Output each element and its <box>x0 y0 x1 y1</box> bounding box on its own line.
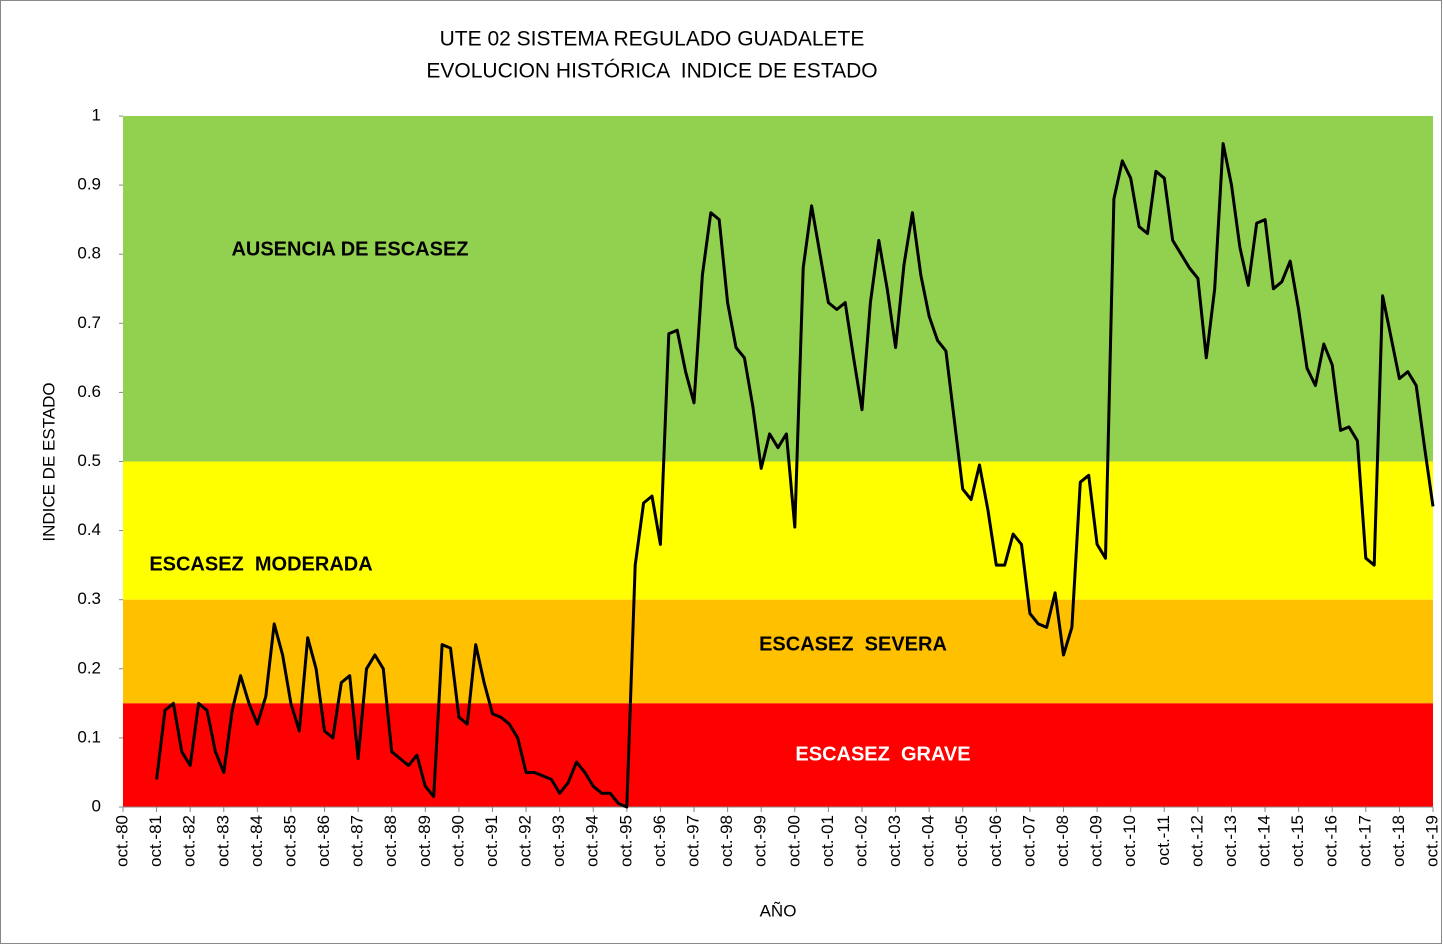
x-tick-label: oct.-88 <box>381 815 400 867</box>
chart-subtitle: EVOLUCION HISTÓRICA INDICE DE ESTADO <box>426 60 877 83</box>
x-tick-label: oct.-13 <box>1221 815 1240 867</box>
x-tick-label: oct.-99 <box>751 815 770 867</box>
x-tick-label: oct.-90 <box>448 815 467 867</box>
x-tick-label: oct.-18 <box>1389 815 1408 867</box>
x-tick-label: oct.-81 <box>146 815 165 867</box>
band-label: ESCASEZ SEVERA <box>759 633 947 655</box>
x-tick-label: oct.-86 <box>314 815 333 867</box>
x-tick-label: oct.-09 <box>1087 815 1106 867</box>
y-tick-label: 0.6 <box>77 382 101 401</box>
band <box>123 703 1433 807</box>
x-tick-label: oct.-93 <box>549 815 568 867</box>
band <box>123 116 1433 462</box>
y-tick-label: 0.2 <box>77 658 101 677</box>
x-tick-label: oct.-85 <box>280 815 299 867</box>
x-tick-label: oct.-98 <box>717 815 736 867</box>
x-tick-label: oct.-15 <box>1288 815 1307 867</box>
x-tick-label: oct.-19 <box>1422 815 1441 867</box>
y-tick-label: 0.7 <box>77 313 101 332</box>
chart-title: UTE 02 SISTEMA REGULADO GUADALETE <box>440 28 865 51</box>
x-tick-label: oct.-12 <box>1187 815 1206 867</box>
y-tick-label: 1 <box>92 105 101 124</box>
x-tick-label: oct.-89 <box>415 815 434 867</box>
x-tick-label: oct.-83 <box>213 815 232 867</box>
x-axis-label: AÑO <box>760 901 797 920</box>
x-tick-label: oct.-95 <box>616 815 635 867</box>
band-label: ESCASEZ MODERADA <box>149 553 372 575</box>
y-tick-label: 0.9 <box>77 175 101 194</box>
band-label: AUSENCIA DE ESCASEZ <box>231 238 468 260</box>
x-tick-label: oct.-92 <box>516 815 535 867</box>
y-tick-label: 0 <box>92 796 101 815</box>
x-tick-label: oct.-01 <box>818 815 837 867</box>
x-tick-label: oct.-05 <box>952 815 971 867</box>
y-tick-label: 0.1 <box>77 727 101 746</box>
band-label: ESCASEZ GRAVE <box>795 743 970 765</box>
band <box>123 461 1433 600</box>
x-tick-label: oct.-03 <box>885 815 904 867</box>
x-tick-label: oct.-82 <box>180 815 199 867</box>
x-tick-label: oct.-04 <box>919 815 938 867</box>
x-tick-label: oct.-84 <box>247 815 266 867</box>
x-tick-label: oct.-87 <box>348 815 367 867</box>
y-tick-label: 0.8 <box>77 244 101 263</box>
x-tick-label: oct.-11 <box>1154 815 1173 866</box>
x-tick-label: oct.-94 <box>583 815 602 867</box>
x-tick-label: oct.-17 <box>1355 815 1374 867</box>
x-tick-label: oct.-06 <box>986 815 1005 867</box>
x-tick-label: oct.-08 <box>1053 815 1072 867</box>
x-tick-label: oct.-91 <box>482 815 501 867</box>
x-tick-label: oct.-10 <box>1120 815 1139 867</box>
x-tick-label: oct.-16 <box>1322 815 1341 867</box>
y-tick-label: 0.3 <box>77 589 101 608</box>
x-tick-label: oct.-80 <box>112 815 131 867</box>
y-axis-label: INDICE DE ESTADO <box>39 382 58 541</box>
x-tick-label: oct.-96 <box>650 815 669 867</box>
x-tick-label: oct.-97 <box>684 815 703 867</box>
x-tick-label: oct.-14 <box>1255 815 1274 867</box>
y-tick-label: 0.4 <box>77 520 101 539</box>
x-tick-label: oct.-00 <box>784 815 803 867</box>
data-line <box>155 142 1435 809</box>
x-tick-label: oct.-02 <box>851 815 870 867</box>
y-tick-label: 0.5 <box>77 451 101 470</box>
x-tick-label: oct.-07 <box>1019 815 1038 867</box>
